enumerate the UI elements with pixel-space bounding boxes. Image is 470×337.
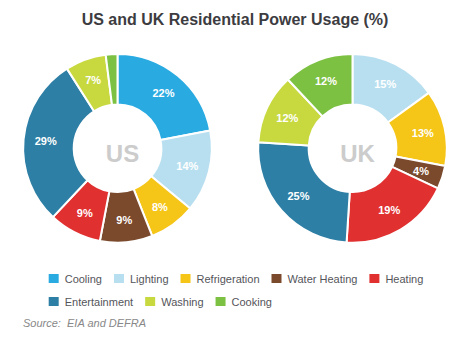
svg-text:8%: 8% (152, 201, 168, 213)
svg-text:Cooling: Cooling (65, 273, 102, 285)
svg-text:Cooking: Cooking (232, 296, 272, 308)
svg-text:4%: 4% (413, 165, 429, 177)
svg-text:9%: 9% (77, 207, 93, 219)
svg-text:Washing: Washing (161, 296, 203, 308)
svg-text:Heating: Heating (385, 273, 423, 285)
svg-text:25%: 25% (287, 190, 309, 202)
svg-text:Entertainment: Entertainment (65, 296, 133, 308)
svg-text:Source: EIA and DEFRA: Source: EIA and DEFRA (23, 317, 146, 329)
svg-text:Lighting: Lighting (130, 273, 169, 285)
svg-text:7%: 7% (85, 74, 101, 86)
svg-text:15%: 15% (374, 78, 396, 90)
svg-text:22%: 22% (152, 87, 174, 99)
svg-text:12%: 12% (315, 75, 337, 87)
svg-text:14%: 14% (176, 160, 198, 172)
svg-text:US: US (106, 140, 139, 167)
svg-text:9%: 9% (116, 214, 132, 226)
svg-text:29%: 29% (35, 135, 57, 147)
svg-text:Water Heating: Water Heating (287, 273, 357, 285)
svg-text:13%: 13% (412, 127, 434, 139)
svg-text:US and UK Residential Power Us: US and UK Residential Power Usage (%) (82, 11, 389, 28)
svg-text:UK: UK (340, 140, 375, 167)
svg-text:19%: 19% (378, 204, 400, 216)
svg-text:Refrigeration: Refrigeration (197, 273, 260, 285)
svg-text:12%: 12% (276, 112, 298, 124)
